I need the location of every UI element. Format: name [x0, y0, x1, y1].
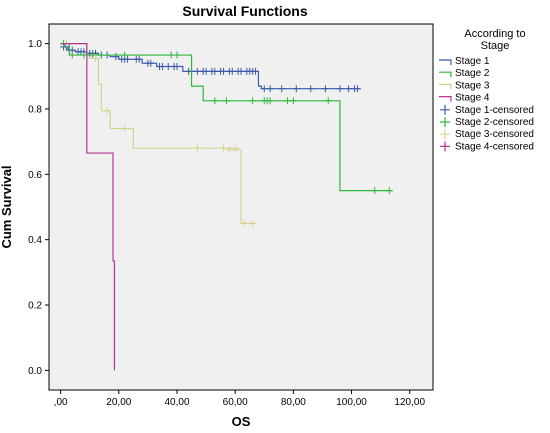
- legend-label: Stage 2-censored: [455, 117, 534, 128]
- stage-2-censor-mark: [211, 97, 219, 105]
- stage-2-censor-mark: [89, 51, 97, 59]
- legend-line-swatch: [439, 59, 452, 65]
- stage-1-censor-mark: [147, 59, 155, 67]
- legend-line-swatch: [439, 96, 452, 102]
- x-axis-title: OS: [232, 414, 251, 429]
- stage-1-censor-mark: [321, 85, 329, 93]
- stage-1-censor-mark: [124, 55, 132, 63]
- y-axis-title: Cum Survival: [0, 165, 14, 248]
- legend-item-stage-2-censored: Stage 2-censored: [440, 117, 534, 128]
- legend-label: Stage 1: [455, 56, 490, 67]
- x-tick-label: 40,00: [164, 397, 189, 408]
- legend-item-stage-3-censored: Stage 3-censored: [440, 129, 534, 140]
- stage-2-series: [60, 40, 393, 195]
- stage-2-censor-mark: [324, 97, 332, 105]
- legend-item-stage-1-censored: Stage 1-censored: [440, 104, 534, 116]
- y-tick-label: 0.4: [28, 235, 42, 246]
- stage-1-censor-mark: [135, 55, 143, 63]
- stage-2-censor-mark: [97, 51, 105, 59]
- stage-1-censor-mark: [278, 85, 286, 93]
- legend-title: Stage: [481, 40, 510, 52]
- x-tick-label: 100,00: [336, 397, 367, 408]
- x-tick-label: 80,00: [281, 397, 306, 408]
- stage-1-censor-mark: [353, 85, 361, 93]
- legend-item-stage-2: Stage 2: [439, 68, 490, 79]
- legend-censor-swatch: [440, 129, 450, 140]
- stage-2-censor-mark: [173, 51, 181, 59]
- y-tick-label: 0.2: [28, 301, 42, 312]
- y-tick-label: 0.8: [28, 104, 42, 115]
- y-axis: 0.0 0.2 0.4 0.6 0.8 1.0: [28, 39, 49, 377]
- legend-title: According to: [464, 28, 525, 40]
- stage-4-series: [60, 43, 116, 371]
- stage-1-censor-mark: [292, 85, 300, 93]
- x-tick-label: 120,00: [394, 397, 425, 408]
- legend-censor-swatch: [440, 117, 450, 127]
- legend-item-stage-3: Stage 3: [439, 80, 490, 91]
- stage-3-censor-mark: [193, 144, 201, 152]
- stage-3-censor-mark: [121, 125, 129, 133]
- chart-title: Survival Functions: [182, 3, 307, 19]
- legend-censor-swatch: [440, 104, 450, 115]
- stage-2-censor-mark: [371, 187, 379, 195]
- legend-censor-swatch: [440, 141, 450, 152]
- stage-2-survival-line: [60, 43, 393, 192]
- stage-2-censor-mark: [249, 97, 257, 105]
- legend-label: Stage 4-censored: [455, 141, 534, 152]
- legend-label: Stage 1-censored: [455, 105, 534, 116]
- stage-1-censor-mark: [307, 85, 315, 93]
- stage-3-censor-mark: [231, 146, 239, 154]
- stage-1-censor-mark: [252, 67, 260, 75]
- legend-item-stage-1: Stage 1: [439, 56, 490, 67]
- stage-2-censor-mark: [222, 97, 230, 105]
- x-axis: ,00 20,00 40,00 60,00 80,00 100,00 120,00: [54, 390, 425, 408]
- y-tick-label: 0.6: [28, 170, 42, 181]
- stage-2-censor-mark: [68, 51, 76, 59]
- stage-1-censor-mark: [266, 85, 274, 93]
- stage-3-censor-mark: [103, 107, 111, 115]
- stage-2-censor-mark: [121, 51, 129, 59]
- legend-label: Stage 3-censored: [455, 129, 534, 140]
- stage-3-censor-mark: [240, 219, 248, 227]
- x-tick-label: 60,00: [223, 397, 248, 408]
- stage-1-censor-mark: [336, 85, 344, 93]
- legend-line-swatch: [439, 83, 452, 90]
- legend-item-stage-4: Stage 4: [439, 93, 490, 104]
- stage-2-censor-mark: [289, 97, 297, 105]
- stage-1-censor-mark: [112, 53, 120, 61]
- legend-line-swatch: [439, 71, 452, 78]
- stage-1-censor-mark: [173, 62, 181, 70]
- legend-label: Stage 2: [455, 68, 490, 79]
- stage-3-censor-mark: [92, 54, 100, 62]
- y-tick-label: 0.0: [28, 366, 42, 377]
- y-tick-label: 1.0: [28, 39, 42, 50]
- x-tick-label: 20,00: [106, 397, 131, 408]
- stage-3-censor-mark: [249, 219, 257, 227]
- series-layer: [60, 40, 393, 371]
- legend-label: Stage 3: [455, 80, 490, 91]
- stage-3-series: [60, 40, 257, 227]
- stage-4-survival-line: [60, 43, 116, 371]
- legend-label: Stage 4: [455, 93, 490, 104]
- legend-item-stage-4-censored: Stage 4-censored: [440, 141, 534, 152]
- stage-2-censor-mark: [385, 187, 393, 195]
- stage-3-censor-mark: [220, 144, 228, 152]
- stage-2-censor-mark: [266, 97, 274, 105]
- x-tick-label: ,00: [54, 397, 68, 408]
